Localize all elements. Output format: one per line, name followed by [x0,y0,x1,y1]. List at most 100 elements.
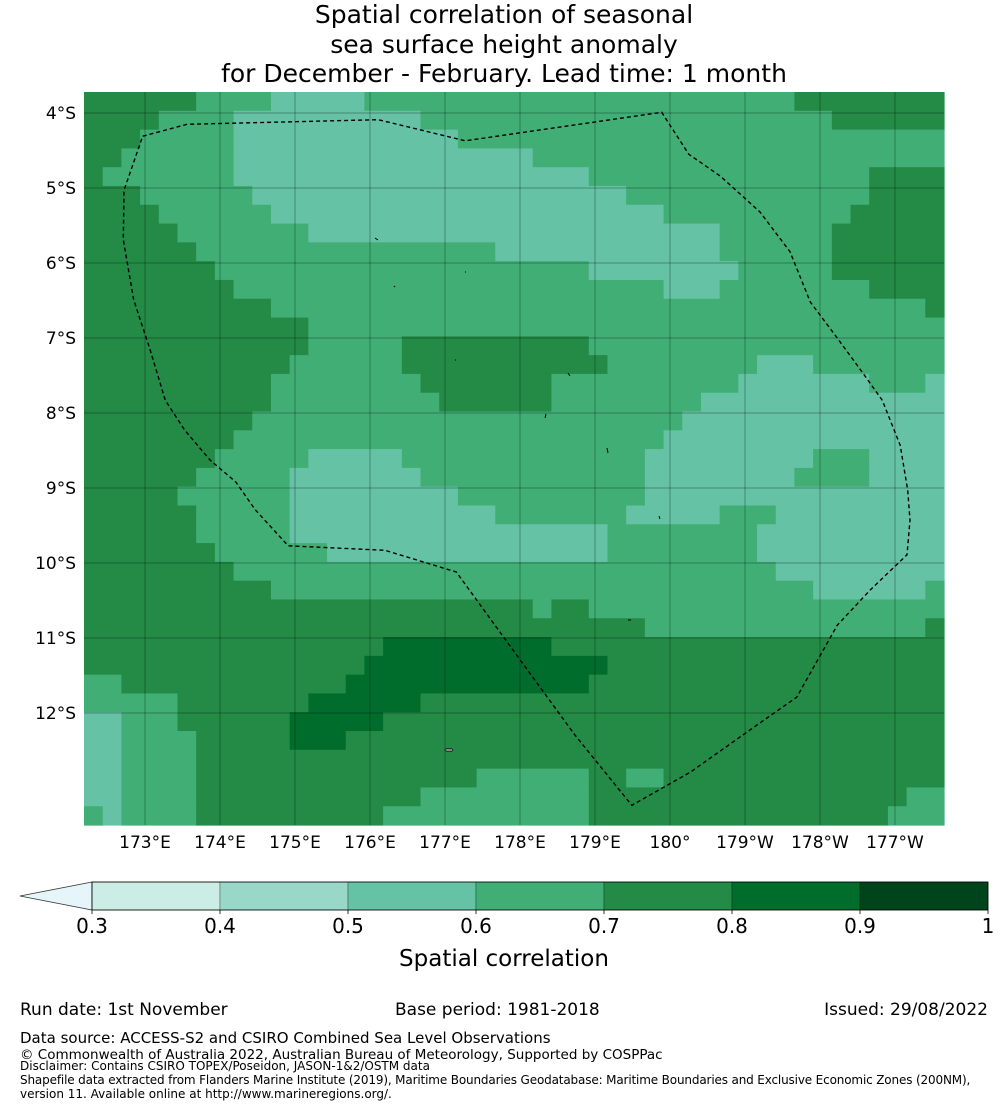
map-cell [102,167,235,187]
map-cell [121,731,197,751]
x-tick-label: 175°E [269,833,321,853]
x-tick-label: 180° [650,833,691,853]
y-axis-ticks: 4°S 5°S 6°S 7°S 8°S 9°S 10°S 11°S 12°S [35,104,76,724]
x-tick-label: 177°W [866,833,924,853]
map-cell [850,204,945,225]
map-cell [345,674,590,695]
map-cell [84,392,272,413]
map-cell [84,655,366,676]
x-tick-label: 176°E [344,833,396,853]
data-source: Data source: ACCESS-S2 and CSIRO Combine… [20,1029,551,1047]
map-cell [270,373,422,394]
map-cell [308,223,721,243]
map-cell [289,524,609,544]
map-cell [270,580,814,601]
y-tick-label: 10°S [35,554,76,574]
map-cell [757,355,814,375]
map-cell [588,261,739,281]
map-cell [196,524,291,544]
x-tick-label: 177°E [419,833,471,853]
colorbar-tick-label: 0.7 [588,914,620,938]
map-cell [233,148,534,168]
eez-boundary-line [122,111,911,807]
map-cell [588,167,870,187]
map-cell [84,467,197,488]
map-cell [719,505,777,525]
map-cell [794,92,945,112]
map-cell [177,223,309,243]
map-cell [775,561,945,582]
map-cell [84,618,646,638]
base-period: Base period: 1981-2018 [395,1000,600,1020]
map-cell [214,261,590,281]
colorbar-tick-label: 0.9 [844,914,876,938]
map-cell [270,298,926,319]
map-cell [196,467,291,488]
map-cell [270,204,665,225]
map-cell [813,580,926,601]
map-cell [84,167,104,187]
map-cell [383,637,552,657]
map-cell [738,373,870,394]
map-cell [289,505,496,525]
colorbar-label: Spatial correlation [399,946,609,972]
map-cell [588,806,889,826]
map-cell [308,449,403,469]
map-cell [831,110,945,131]
map-cell [196,787,422,807]
map-cell [588,336,945,356]
y-tick-label: 11°S [35,629,76,649]
map-cell [925,618,945,638]
map-cell [626,185,870,206]
map-cell [308,336,403,356]
map-cell [420,787,590,807]
map-cell [177,712,291,732]
map-cell [252,185,627,206]
map-cell [177,486,291,507]
colorbar: 0.3 0.4 0.5 0.6 0.7 0.8 0.9 1 [19,881,994,938]
map-cell [84,449,216,469]
map-cell [420,467,646,488]
map-cell [925,580,945,601]
map-cell [196,92,272,112]
map-cell [84,599,534,619]
map-cell [831,261,945,281]
map-cell [84,806,104,826]
map-cell [457,129,945,149]
map-cell [84,261,216,281]
colorbar-segment [347,881,477,911]
map-cell [439,392,552,413]
map-cell [84,693,179,713]
map-cell [663,768,945,789]
map-cell [607,524,758,544]
map-cell [84,373,272,394]
map-cell [869,279,945,300]
map-cell [813,355,945,375]
map-cell [607,355,758,375]
map-cell [869,373,926,394]
map-cell [719,242,833,262]
map-cell [831,242,945,262]
shapefile-credit-2: version 11. Available online at http://w… [20,1087,392,1101]
map-cell [663,204,852,225]
map-cell [84,430,235,450]
shapefile-credit-1: Shapefile data extracted from Flanders M… [20,1073,971,1087]
map-cell [84,110,160,131]
y-tick-label: 8°S [46,404,76,424]
map-cell [84,731,122,751]
map-cell [84,524,197,544]
island-marker [374,237,661,621]
map-cell [140,185,253,206]
y-tick-label: 12°S [35,704,76,724]
colorbar-segment [219,881,349,911]
map-cell [420,693,945,713]
map-cell [196,731,291,751]
map-cell [869,167,945,187]
map-cell [644,486,945,507]
map-cell [233,430,665,450]
map-cell [869,467,945,488]
map-cell [644,449,814,469]
map-cell [121,674,347,695]
map-cell [289,467,422,488]
